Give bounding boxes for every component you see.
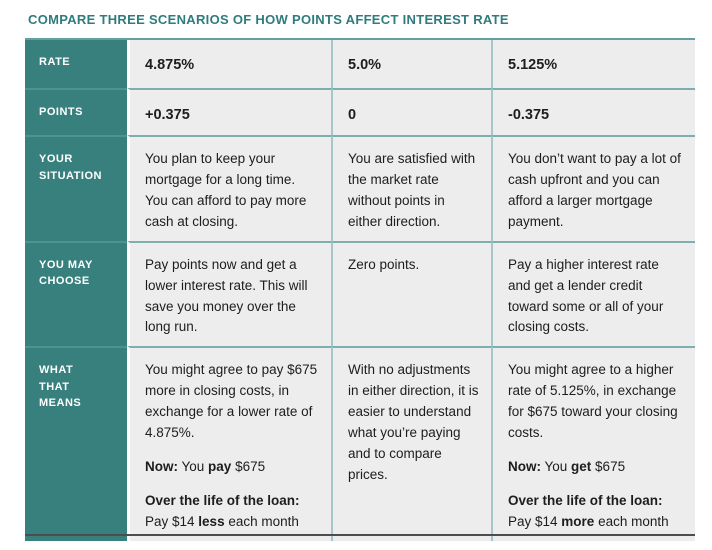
now-verb: pay bbox=[208, 459, 232, 475]
cell-text: Pay points now and get a lower interest … bbox=[145, 256, 308, 335]
means-life-line: Over the life of the loan: Pay $14 more e… bbox=[508, 491, 683, 533]
means-paragraph: With no adjustments in either direction,… bbox=[348, 362, 479, 482]
cell-text: Pay a higher interest rate and get a len… bbox=[508, 256, 664, 335]
row-header-you-may-choose: YOU MAY CHOOSE bbox=[25, 240, 127, 347]
table-row-points: POINTS +0.375 0 -0.375 bbox=[25, 88, 695, 135]
cell-text: Zero points. bbox=[348, 256, 420, 272]
row-header-label: SITUATION bbox=[39, 169, 102, 182]
row-header-points: POINTS bbox=[25, 88, 127, 135]
row-header-what-that-means: WHAT THAT MEANS bbox=[25, 346, 127, 542]
row-header-rate: RATE bbox=[25, 40, 127, 88]
row-header-label: WHAT bbox=[39, 364, 74, 377]
points-value-scenario-1: +0.375 bbox=[127, 88, 331, 135]
now-verb: get bbox=[571, 459, 592, 475]
cell-text: You are satisfied with the market rate w… bbox=[348, 151, 476, 229]
life-label: Over the life of the loan: bbox=[508, 492, 663, 508]
means-scenario-3: You might agree to a higher rate of 5.12… bbox=[491, 346, 695, 542]
row-header-label: POINTS bbox=[39, 106, 83, 118]
rate-value-scenario-1: 4.875% bbox=[127, 40, 331, 88]
points-value-scenario-2: 0 bbox=[331, 88, 491, 135]
table-row-what-that-means: WHAT THAT MEANS You might agree to pay $67… bbox=[25, 346, 695, 542]
situation-scenario-1: You plan to keep your mortgage for a lon… bbox=[127, 135, 331, 241]
table-row-rate: RATE 4.875% 5.0% 5.125% bbox=[25, 40, 695, 88]
now-amount: $675 bbox=[231, 459, 266, 475]
row-header-label: YOUR bbox=[39, 153, 73, 165]
rate-value-scenario-2: 5.0% bbox=[331, 40, 491, 88]
now-mid: You bbox=[541, 459, 572, 475]
now-amount: $675 bbox=[591, 459, 626, 475]
means-now-line: Now: You pay $675 bbox=[145, 457, 319, 478]
cell-text: You don’t want to pay a lot of cash upfr… bbox=[508, 151, 681, 229]
means-scenario-1: You might agree to pay $675 more in clos… bbox=[127, 346, 331, 542]
comparison-table: RATE 4.875% 5.0% 5.125% POINTS +0.375 0 … bbox=[25, 38, 695, 542]
life-word: more bbox=[561, 513, 595, 529]
row-header-your-situation: YOUR SITUATION bbox=[25, 135, 127, 241]
situation-scenario-2: You are satisfied with the market rate w… bbox=[331, 135, 491, 241]
rate-value-scenario-3: 5.125% bbox=[491, 40, 695, 88]
table-row-your-situation: YOUR SITUATION You plan to keep your mort… bbox=[25, 135, 695, 241]
means-scenario-2: With no adjustments in either direction,… bbox=[331, 346, 491, 542]
now-label: Now: bbox=[145, 459, 178, 475]
life-label: Over the life of the loan: bbox=[145, 492, 300, 508]
row-header-label: MEANS bbox=[39, 397, 82, 410]
life-tail: each month bbox=[594, 513, 669, 529]
choose-scenario-2: Zero points. bbox=[331, 240, 491, 347]
life-word: less bbox=[198, 513, 225, 529]
row-header-label: RATE bbox=[39, 56, 71, 68]
table-row-you-may-choose: YOU MAY CHOOSE Pay points now and get a l… bbox=[25, 240, 695, 347]
points-value-scenario-3: -0.375 bbox=[491, 88, 695, 135]
choose-scenario-3: Pay a higher interest rate and get a len… bbox=[491, 240, 695, 347]
life-tail: each month bbox=[224, 513, 299, 529]
bottom-rule bbox=[25, 534, 695, 536]
cell-text: You plan to keep your mortgage for a lon… bbox=[145, 151, 307, 229]
life-pre: Pay $14 bbox=[508, 513, 562, 529]
means-paragraph: You might agree to pay $675 more in clos… bbox=[145, 362, 318, 441]
means-now-line: Now: You get $675 bbox=[508, 457, 683, 478]
row-header-label: CHOOSE bbox=[39, 275, 90, 288]
means-life-line: Over the life of the loan: Pay $14 less e… bbox=[145, 491, 319, 533]
means-paragraph: You might agree to a higher rate of 5.12… bbox=[508, 362, 678, 441]
now-label: Now: bbox=[508, 459, 541, 475]
row-header-label: YOU MAY bbox=[39, 258, 93, 271]
choose-scenario-1: Pay points now and get a lower interest … bbox=[127, 240, 331, 347]
row-header-label: THAT bbox=[39, 380, 70, 393]
now-mid: You bbox=[178, 459, 209, 475]
page-title: COMPARE THREE SCENARIOS OF HOW POINTS AF… bbox=[28, 12, 509, 27]
situation-scenario-3: You don’t want to pay a lot of cash upfr… bbox=[491, 135, 695, 241]
life-pre: Pay $14 bbox=[145, 513, 199, 529]
